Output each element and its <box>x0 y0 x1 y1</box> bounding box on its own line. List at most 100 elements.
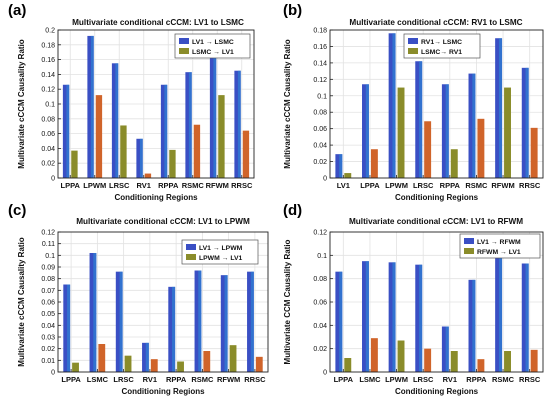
bar-series2-lppa <box>370 149 378 178</box>
bar-series1-lrsc <box>115 271 123 372</box>
y-tick-label: 0.2 <box>45 28 55 35</box>
bar-series2-lpwm <box>95 95 103 178</box>
bar-series2-rrsc <box>530 349 538 372</box>
bar-series2-lrsc <box>424 348 432 372</box>
y-tick-label: 0.04 <box>41 323 55 330</box>
bar-series1-lpwm <box>388 262 396 372</box>
bar-series1-rv1 <box>136 138 143 178</box>
bar-series1-shade <box>90 35 94 178</box>
x-tick-label: RRSC <box>519 181 541 190</box>
legend-entry: RV1→ LSMC <box>421 39 462 46</box>
bar-series1-shade <box>525 263 529 372</box>
bar-series2-rppa <box>477 359 485 372</box>
bar-series2-rsmc <box>504 351 511 372</box>
bar-series1-rsmc <box>185 72 192 178</box>
legend-swatch-series2 <box>408 48 418 54</box>
bar-series1-shade <box>445 84 449 178</box>
legend: LV1 → LSMC LSMC → LV1 <box>174 33 251 59</box>
bar-series2-lrsc <box>124 355 132 372</box>
bar-series2-lrsc <box>424 121 432 178</box>
y-tick-label: 0 <box>323 176 327 183</box>
bar-series1-rrsc <box>234 70 241 178</box>
axes-frame <box>57 231 269 373</box>
legend-swatch-series2 <box>464 248 474 254</box>
legend-swatch-series1 <box>464 238 474 244</box>
bar-series2-rfwm <box>229 345 237 372</box>
axes-frame <box>329 29 544 179</box>
bar-series1-rfwm <box>220 275 228 372</box>
bar-series2-rsmc <box>203 351 211 372</box>
x-tick-label: RFWM <box>206 181 229 190</box>
x-tick-label: LV1 <box>337 181 350 190</box>
x-tick-label: RRSC <box>519 375 541 384</box>
x-tick-label: RSMC <box>191 375 214 384</box>
y-tick-label: 0.04 <box>41 146 55 153</box>
bar-series2-rppa <box>177 361 184 372</box>
y-tick-label: 0 <box>323 370 327 377</box>
y-tick-label: 0.08 <box>313 110 327 117</box>
y-tick-label: 0 <box>51 176 55 183</box>
y-tick-label: 0.06 <box>41 300 55 307</box>
bar-series1-rv1 <box>441 326 449 372</box>
bar-series2-lppa <box>72 362 79 372</box>
panel-label: (b) <box>283 2 302 19</box>
x-tick-label: RPPA <box>158 181 179 190</box>
bar-series1-shade <box>213 41 217 178</box>
bar-series1-shade <box>472 279 476 372</box>
y-tick-label: 0.02 <box>313 159 327 166</box>
bar-series1-shade <box>250 271 254 372</box>
y-tick-label: 0.12 <box>313 77 327 84</box>
bar-series1-shade <box>93 253 97 372</box>
bar-series2-lsmc <box>370 338 378 372</box>
legend-entry: LV1 → LSMC <box>192 39 234 46</box>
bar-series2-lpwm <box>397 340 405 372</box>
bar-series1-lrsc <box>415 61 423 178</box>
x-tick-label: LPPA <box>61 375 81 384</box>
panel-label: (a) <box>8 2 26 19</box>
legend-entry: RFWM → LV1 <box>477 249 521 256</box>
y-tick-label: 0.18 <box>41 42 55 49</box>
bar-series1-shade <box>224 275 228 372</box>
y-tick-label: 0.11 <box>42 241 55 248</box>
y-tick-label: 0.12 <box>41 230 55 237</box>
legend: LV1 → LPWM LPWM → LV1 <box>181 239 259 265</box>
bar-series1-shade <box>115 63 119 178</box>
x-tick-label: LRSC <box>413 375 434 384</box>
chart-title: Multivariate conditional cCCM: RV1 to LS… <box>349 18 522 27</box>
bar-series1-shade <box>472 73 476 178</box>
bar-series2-rv1 <box>144 173 152 178</box>
bar-series2-rrsc <box>242 130 250 178</box>
bar-series2-rppa <box>169 149 176 178</box>
bar-series1-lrsc <box>111 63 119 178</box>
bar-series1-shade <box>188 72 192 178</box>
bar-series1-shade <box>498 257 503 372</box>
y-axis-label: Multivariate cCCM Causality Ratio <box>17 39 26 168</box>
x-axis-label: Conditioning Regions <box>395 193 479 202</box>
y-tick-label: 0 <box>51 370 55 377</box>
x-tick-label: RFWM <box>217 375 240 384</box>
bar-series1-shade <box>172 286 176 372</box>
x-tick-label: LPWM <box>385 181 408 190</box>
bar-series1-lsmc <box>89 253 97 372</box>
chart-panel-1: (a) Multivariate conditional cCCM: LV1 to… <box>8 2 255 202</box>
bar-series1-shade <box>392 33 396 179</box>
bar-series1-shade <box>198 270 202 372</box>
y-tick-label: 0.06 <box>313 126 327 133</box>
bar-series1-shade <box>145 342 149 372</box>
bar-series1-rfwm <box>495 38 503 178</box>
y-tick-label: 0.06 <box>41 131 55 138</box>
panel-label: (c) <box>8 202 26 219</box>
x-tick-label: RV1 <box>137 181 151 190</box>
y-tick-label: 0.02 <box>41 161 55 168</box>
x-axis-label: Conditioning Regions <box>114 193 198 202</box>
bar-series2-rfwm <box>218 95 225 178</box>
bar-series1-shade <box>419 61 423 178</box>
y-tick-label: 0.12 <box>41 87 55 94</box>
y-tick-label: 0.08 <box>41 276 55 283</box>
y-tick-label: 0.1 <box>317 253 327 260</box>
bar-series1-shade <box>365 261 369 372</box>
x-tick-label: RFWM <box>491 181 514 190</box>
bar-series2-lppa <box>344 358 352 372</box>
y-tick-label: 0.01 <box>41 358 55 365</box>
